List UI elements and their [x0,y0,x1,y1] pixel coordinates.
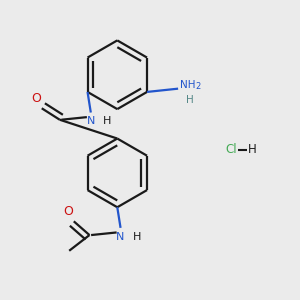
Text: H: H [248,143,256,157]
Text: H: H [186,94,194,104]
Text: H: H [103,116,112,127]
Text: H: H [133,232,141,242]
Text: O: O [63,205,73,218]
Text: O: O [31,92,41,105]
Text: NH: NH [180,80,195,90]
Text: N: N [87,116,95,127]
Text: 2: 2 [195,82,200,91]
Text: Cl: Cl [225,143,237,157]
Text: N: N [116,232,125,242]
